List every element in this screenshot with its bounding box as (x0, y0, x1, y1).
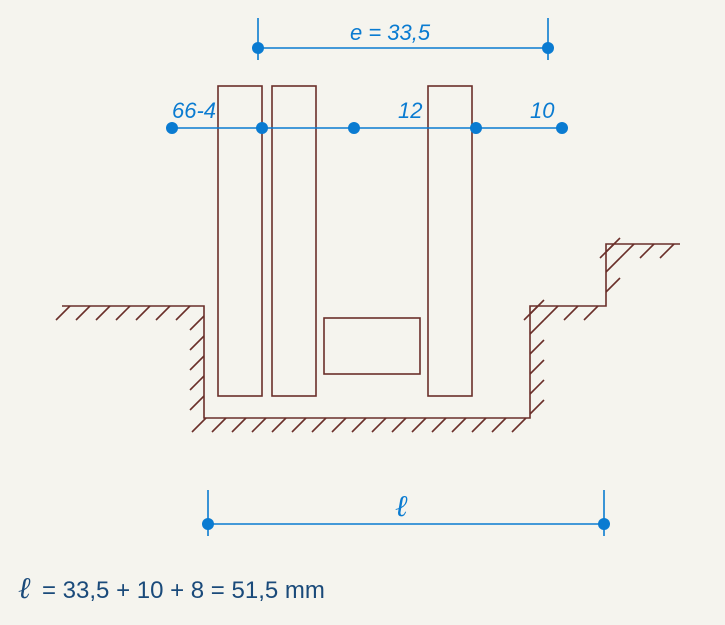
bar-1 (272, 86, 316, 396)
dimension-mid-marker-1 (256, 122, 268, 134)
bar-3 (428, 86, 472, 396)
dimension-mid-label-0: 66-4 (172, 98, 216, 123)
formula: ℓ = 33,5 + 10 + 8 = 51,5 mm (18, 572, 325, 605)
dimension-top-marker-left (252, 42, 264, 54)
dimension-top-label: e = 33,5 (350, 20, 431, 45)
dimension-mid-marker-4 (556, 122, 568, 134)
background (0, 0, 725, 625)
formula-text: = 33,5 + 10 + 8 = 51,5 mm (42, 577, 325, 604)
dimension-top-marker-right (542, 42, 554, 54)
dimension-bottom-label: ℓ (395, 490, 408, 523)
bar-0 (218, 86, 262, 396)
dimension-mid-marker-0 (166, 122, 178, 134)
dimension-mid-marker-3 (470, 122, 482, 134)
bar-2 (324, 318, 420, 374)
dimension-mid-label-1: 12 (398, 98, 422, 123)
diagram-canvas: e = 33,566-41210ℓℓ = 33,5 + 10 + 8 = 51,… (0, 0, 725, 625)
dimension-mid-marker-2 (348, 122, 360, 134)
dimension-mid-label-2: 10 (530, 98, 555, 123)
dimension-bottom-marker-left (202, 518, 214, 530)
dimension-bottom-marker-right (598, 518, 610, 530)
formula-symbol: ℓ (18, 572, 31, 605)
